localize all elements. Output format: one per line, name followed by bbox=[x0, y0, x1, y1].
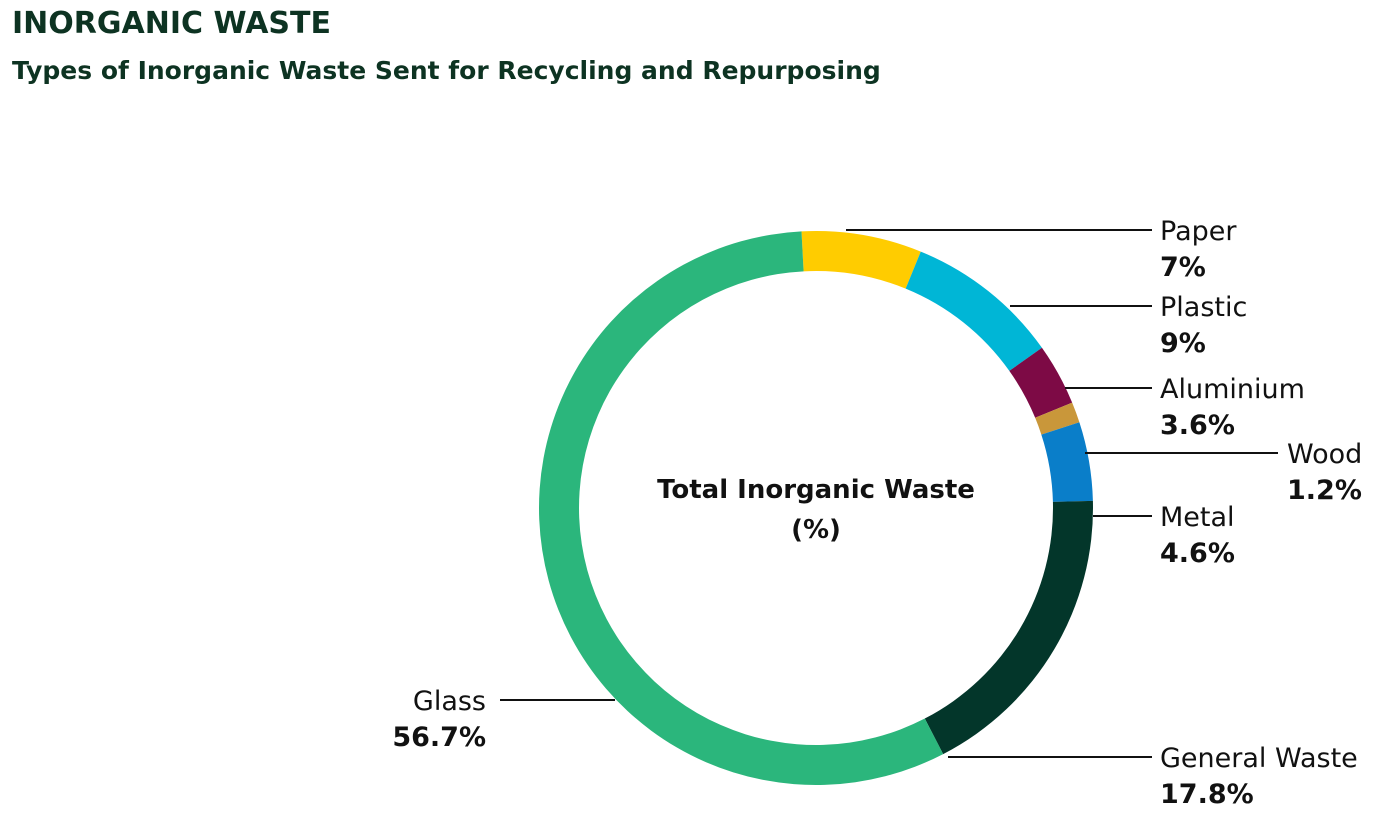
leader-lines bbox=[500, 229, 1278, 758]
donut-ring bbox=[539, 231, 1094, 785]
slice-value-metal: 4.6% bbox=[1160, 538, 1235, 569]
slice-label-metal: Metal bbox=[1160, 502, 1235, 533]
slice-wood bbox=[1035, 402, 1080, 435]
slice-label-plastic: Plastic bbox=[1160, 292, 1247, 323]
slice-value-plastic: 9% bbox=[1160, 328, 1206, 359]
center-label-line1: Total Inorganic Waste bbox=[657, 475, 975, 505]
slice-label-glass: Glass bbox=[413, 686, 486, 717]
chart-title: INORGANIC WASTE bbox=[12, 6, 331, 41]
slice-label-aluminium: Aluminium bbox=[1160, 374, 1305, 405]
slice-glass bbox=[539, 231, 944, 785]
slice-label-paper: Paper bbox=[1160, 216, 1237, 247]
slice-labels: Paper 7% Plastic 9% Aluminium 3.6% Wood 1.2% Met… bbox=[392, 216, 1362, 810]
slice-value-aluminium: 3.6% bbox=[1160, 410, 1235, 441]
slice-label-wood: Wood bbox=[1287, 439, 1362, 470]
chart-subtitle: Types of Inorganic Waste Sent for Recycl… bbox=[12, 56, 881, 85]
slice-metal bbox=[1041, 422, 1093, 502]
slice-label-general-waste: General Waste bbox=[1160, 743, 1358, 774]
slice-plastic bbox=[905, 251, 1042, 371]
slice-value-general-waste: 17.8% bbox=[1160, 779, 1254, 810]
slice-value-paper: 7% bbox=[1160, 252, 1206, 283]
slice-paper bbox=[801, 231, 921, 289]
slice-general-waste bbox=[924, 500, 1094, 755]
slice-value-wood: 1.2% bbox=[1287, 475, 1362, 506]
slice-aluminium bbox=[1009, 347, 1073, 418]
center-label-line2: (%) bbox=[791, 515, 841, 545]
slice-value-glass: 56.7% bbox=[392, 722, 486, 753]
